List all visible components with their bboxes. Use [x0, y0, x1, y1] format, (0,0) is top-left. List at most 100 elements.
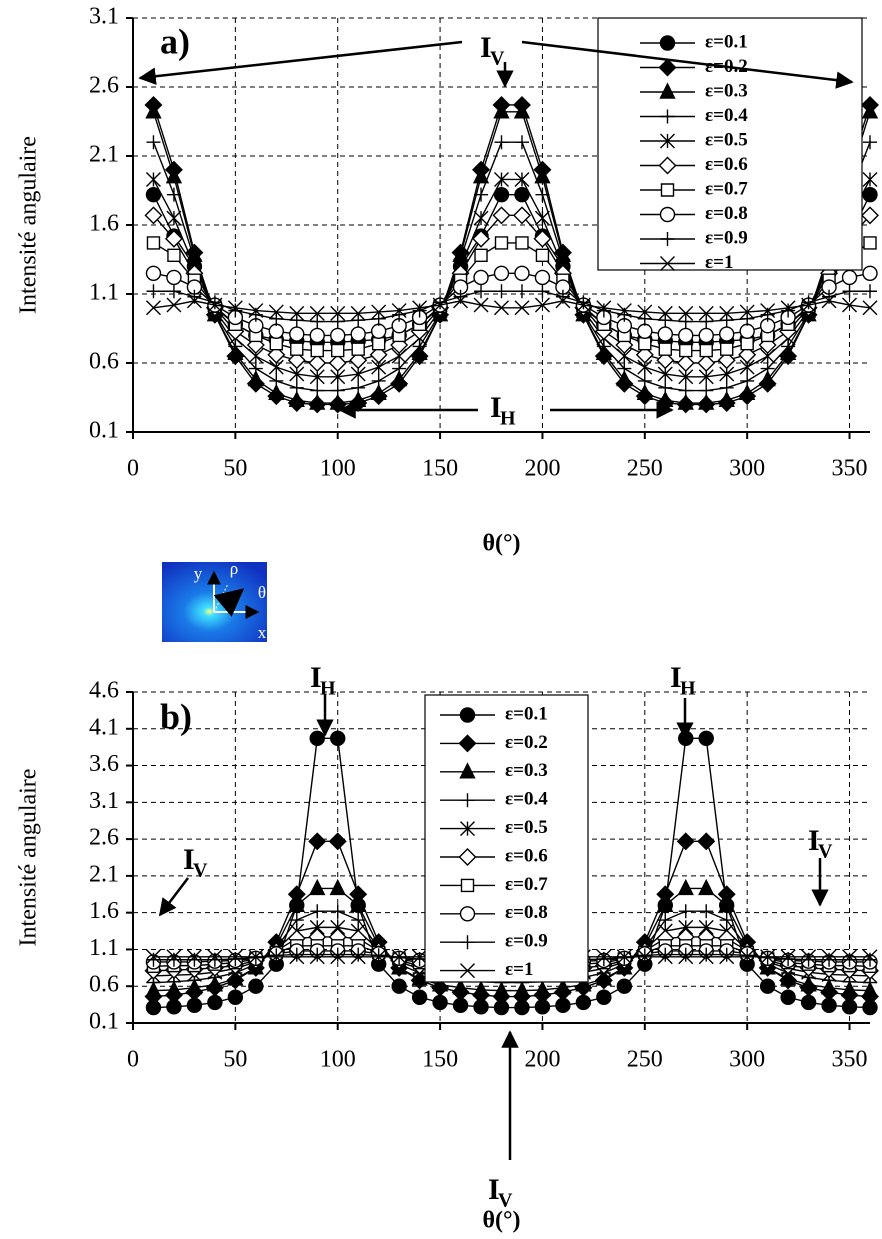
marker	[371, 373, 386, 388]
marker	[719, 380, 734, 395]
marker	[473, 210, 489, 226]
marker	[679, 343, 693, 358]
marker	[167, 248, 181, 263]
marker	[759, 978, 776, 994]
legend-label: ε=0.2	[505, 732, 548, 753]
marker	[678, 947, 693, 962]
x-tick-label: 250	[627, 456, 663, 482]
marker	[453, 293, 469, 309]
legend-marker	[659, 35, 676, 51]
inset	[162, 562, 267, 642]
y-tick-label: 3.1	[89, 4, 119, 30]
marker	[678, 305, 694, 321]
legend-label: ε=0.3	[705, 80, 748, 101]
legend-marker	[660, 109, 675, 124]
marker	[146, 236, 161, 250]
y-tick-label: 0.6	[89, 349, 119, 375]
marker	[637, 311, 652, 326]
marker	[330, 947, 345, 962]
marker	[616, 303, 632, 319]
annotation-subscript: V	[818, 841, 833, 863]
legend-label: ε=0.8	[705, 203, 748, 224]
marker	[144, 206, 163, 225]
marker	[841, 269, 858, 286]
legend-marker	[658, 58, 677, 77]
marker	[676, 354, 695, 372]
marker	[330, 383, 345, 398]
marker	[145, 981, 162, 998]
marker	[330, 314, 345, 329]
marker	[493, 981, 510, 998]
marker	[370, 323, 387, 339]
marker	[412, 949, 428, 965]
marker	[658, 947, 673, 962]
legend-marker	[660, 256, 675, 271]
legend-marker	[660, 183, 675, 197]
marker	[186, 949, 202, 965]
marker	[350, 895, 367, 913]
marker	[738, 345, 757, 364]
annotation-label: I	[480, 31, 492, 64]
series-line	[152, 141, 871, 392]
marker	[576, 295, 591, 310]
marker	[739, 323, 755, 339]
marker	[289, 313, 304, 328]
marker	[350, 305, 366, 321]
marker	[678, 383, 693, 398]
panel-label: b)	[160, 696, 192, 736]
marker	[657, 305, 673, 321]
inset-label: θ	[258, 583, 266, 602]
legend-marker	[460, 793, 475, 808]
marker	[780, 989, 796, 1005]
y-axis-title: Intensité angulaire	[16, 136, 42, 314]
marker	[309, 327, 325, 344]
marker	[801, 949, 817, 965]
marker	[371, 304, 387, 320]
marker	[514, 171, 530, 187]
marker	[269, 311, 284, 326]
legend-marker	[458, 734, 477, 753]
marker	[698, 878, 715, 896]
marker	[288, 390, 305, 407]
x-tick-label: 50	[223, 1047, 247, 1073]
legend-marker	[659, 82, 676, 99]
annotation-label: I	[670, 661, 682, 694]
marker	[166, 269, 182, 286]
marker	[760, 303, 776, 319]
marker	[740, 373, 755, 388]
marker	[145, 300, 161, 316]
annotation-label: I	[488, 1173, 500, 1206]
marker	[515, 236, 529, 250]
marker	[760, 361, 775, 376]
legend-label: ε=0.8	[505, 902, 548, 923]
marker	[371, 311, 386, 326]
marker	[637, 373, 652, 388]
marker	[328, 832, 347, 851]
marker	[207, 952, 222, 967]
marker	[269, 948, 284, 963]
legend-marker	[460, 821, 475, 837]
marker	[330, 949, 346, 965]
marker	[862, 265, 878, 281]
marker	[657, 949, 673, 965]
marker	[330, 327, 346, 344]
marker	[391, 369, 408, 387]
marker	[534, 980, 551, 997]
marker	[351, 380, 366, 395]
marker	[698, 327, 714, 344]
marker	[719, 947, 734, 962]
marker	[759, 369, 776, 387]
legend-marker	[460, 878, 475, 893]
marker	[227, 989, 244, 1005]
marker	[165, 980, 183, 997]
marker	[309, 949, 325, 965]
marker	[863, 952, 877, 967]
x-tick-label: 100	[320, 1047, 356, 1073]
marker	[535, 187, 550, 202]
annotation-subscript: V	[490, 48, 505, 70]
marker	[493, 265, 510, 281]
y-tick-label: 4.6	[89, 678, 119, 704]
marker	[718, 326, 735, 342]
marker	[432, 297, 448, 313]
x-tick-label: 350	[832, 1047, 868, 1073]
